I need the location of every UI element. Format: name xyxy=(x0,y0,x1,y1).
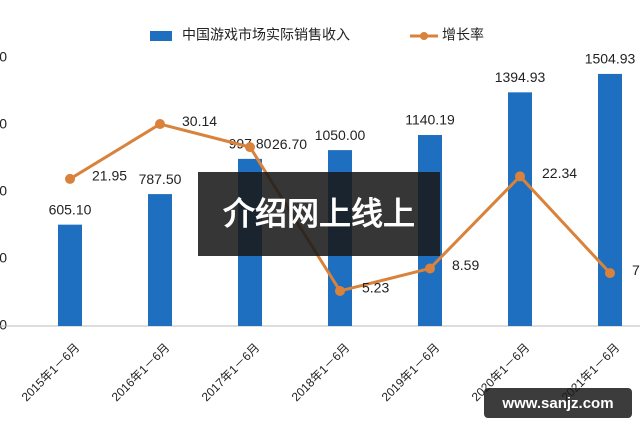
line-value-label: 21.95 xyxy=(92,168,127,184)
line-value-label: 5.23 xyxy=(362,280,389,296)
line-point xyxy=(335,285,345,296)
line-point xyxy=(65,173,75,184)
line-point xyxy=(245,142,255,153)
x-tick-label: 2018年1－6月 xyxy=(289,340,353,404)
legend-label: 中国游戏市场实际销售收入 xyxy=(182,27,350,43)
y-tick-label: 0 xyxy=(0,317,7,333)
watermark-box xyxy=(484,388,632,418)
line-point xyxy=(425,263,435,274)
y-tick-label: 800 xyxy=(0,183,7,199)
y-tick-label: 1600 xyxy=(0,49,7,65)
bar-value-label: 605.10 xyxy=(49,201,92,217)
line-point xyxy=(155,119,165,130)
x-tick-label: 2015年1－6月 xyxy=(19,340,83,404)
watermark: www.sanjz.com xyxy=(501,395,613,412)
legend-swatch xyxy=(420,32,428,40)
bar-value-label: 1050.00 xyxy=(315,127,366,143)
bar xyxy=(598,73,622,326)
line-value-label: 26.70 xyxy=(272,136,307,152)
line-value-label: 30.14 xyxy=(182,113,217,129)
line-value-label: 8.59 xyxy=(452,257,479,273)
line-point xyxy=(605,268,615,279)
bar-value-label: 1394.93 xyxy=(495,69,546,85)
bar xyxy=(508,92,532,326)
bar-value-label: 787.50 xyxy=(139,171,182,187)
legend-swatch xyxy=(150,31,172,41)
legend-label: 增长率 xyxy=(442,27,484,43)
bar-value-label: 1140.19 xyxy=(405,112,455,128)
x-tick-label: 2019年1－6月 xyxy=(379,340,443,404)
line-point xyxy=(515,171,525,182)
x-tick-label: 2017年1－6月 xyxy=(199,340,263,404)
banner-box xyxy=(198,172,440,256)
bar xyxy=(58,224,82,326)
line-value-label: 22.34 xyxy=(542,165,577,181)
y-tick-label: 1200 xyxy=(0,116,7,132)
line-value-label: 7.9 xyxy=(632,262,640,278)
bar-value-label: 1504.93 xyxy=(585,51,636,67)
banner-text: 介绍网上线上 xyxy=(222,195,415,231)
bar xyxy=(148,194,172,326)
x-tick-label: 2016年1－6月 xyxy=(109,340,173,404)
y-tick-label: 400 xyxy=(0,250,7,266)
